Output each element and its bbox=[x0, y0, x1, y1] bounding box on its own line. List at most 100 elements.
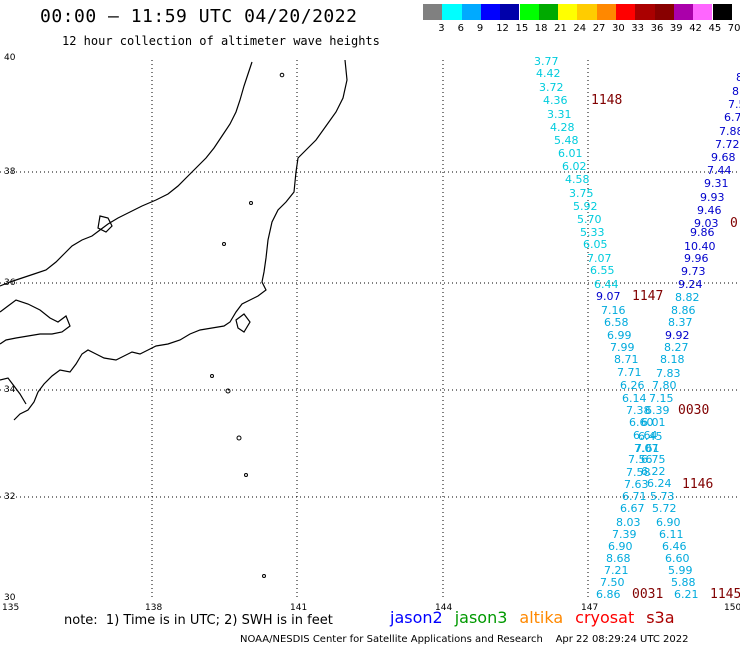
color-swatch bbox=[654, 4, 674, 20]
wave-height-label: 6.44 bbox=[594, 278, 619, 291]
wave-height-label: 10.40 bbox=[684, 240, 716, 253]
wave-height-label: 7.07 bbox=[634, 442, 659, 455]
wave-height-label: 7.21 bbox=[604, 564, 629, 577]
color-swatch bbox=[673, 4, 694, 20]
color-swatch bbox=[635, 4, 655, 20]
pass-time-label: 1147 bbox=[632, 289, 663, 304]
wave-height-label: 4.42 bbox=[536, 67, 561, 80]
wave-height-label: 8.86 bbox=[671, 304, 696, 317]
color-scale-label: 12 bbox=[496, 23, 509, 34]
wave-height-label: 7.88 bbox=[719, 125, 740, 138]
legend-jason2: jason2 bbox=[390, 608, 443, 627]
color-scale-label: 6 bbox=[457, 23, 464, 34]
wave-height-label: 3.77 bbox=[534, 55, 559, 68]
wave-height-label: 9.92 bbox=[665, 329, 690, 342]
pass-time-label: 0031 bbox=[632, 587, 663, 602]
wave-height-label: 6.45 bbox=[638, 430, 663, 443]
wave-height-label: 7.83 bbox=[656, 367, 681, 380]
note-text: note: 1) Time is in UTC; 2) SWH is in fe… bbox=[64, 613, 333, 628]
wave-height-label: 9.96 bbox=[684, 252, 709, 265]
wave-height-label: 6.02 bbox=[562, 160, 587, 173]
wave-height-label: 4.28 bbox=[550, 121, 575, 134]
wave-height-label: 6.22 bbox=[641, 465, 666, 478]
wave-height-label: 6.7 bbox=[724, 111, 740, 124]
page-title: 00:00 – 11:59 UTC 04/20/2022 bbox=[40, 6, 358, 27]
wave-height-label: 7.72 bbox=[715, 138, 740, 151]
wave-height-label: 8.71 bbox=[614, 353, 639, 366]
wave-height-label: 9.07 bbox=[596, 290, 621, 303]
coastline bbox=[0, 59, 348, 421]
wave-height-label: 8.37 bbox=[668, 316, 693, 329]
wave-height-label: 5.70 bbox=[577, 213, 602, 226]
wave-height-label: 7.71 bbox=[617, 366, 642, 379]
color-scale-label: 3 bbox=[438, 23, 445, 34]
wave-height-label: 6.11 bbox=[659, 528, 684, 541]
wave-height-label: 9.68 bbox=[711, 151, 736, 164]
lon-label: 138 bbox=[145, 603, 162, 613]
wave-height-label: 6.01 bbox=[641, 416, 666, 429]
wave-height-label: 8.27 bbox=[664, 341, 689, 354]
legend-altika: altika bbox=[519, 608, 564, 627]
wave-height-label: 9.46 bbox=[697, 204, 722, 217]
wave-height-label: 6.46 bbox=[662, 540, 687, 553]
wave-height-label: 5.92 bbox=[573, 200, 598, 213]
color-swatch bbox=[577, 4, 597, 20]
wave-height-label: 6.67 bbox=[620, 502, 645, 515]
wave-height-label: 5.73 bbox=[650, 490, 675, 503]
pass-time-label: 1145 bbox=[710, 587, 740, 602]
wave-height-label: 7.50 bbox=[600, 576, 625, 589]
wave-height-label: 7.16 bbox=[601, 304, 626, 317]
lat-label: 40 bbox=[4, 53, 16, 63]
color-scale-label: 42 bbox=[689, 23, 702, 34]
lat-label: 30 bbox=[4, 593, 16, 603]
page-subtitle: 12 hour collection of altimeter wave hei… bbox=[62, 34, 380, 48]
wave-height-label: 4.36 bbox=[543, 94, 568, 107]
lat-label: 36 bbox=[4, 278, 16, 288]
wave-height-label: 7.56 bbox=[628, 453, 653, 466]
lat-label: 34 bbox=[4, 385, 16, 395]
wave-height-label: 8.68 bbox=[606, 552, 631, 565]
legend-jason3: jason3 bbox=[454, 608, 508, 627]
wave-height-label: 7.61 bbox=[635, 442, 660, 455]
color-swatch bbox=[558, 4, 578, 20]
wave-height-label: 9.86 bbox=[690, 226, 715, 239]
pass-time-label: 1146 bbox=[682, 477, 713, 492]
lon-label: 147 bbox=[581, 603, 598, 613]
wave-height-label: 7.58 bbox=[626, 466, 651, 479]
color-swatch bbox=[693, 4, 713, 20]
wave-height-label: 7.38 bbox=[626, 404, 651, 417]
pass-time-label: 1148 bbox=[591, 93, 622, 108]
lon-label: 144 bbox=[435, 603, 452, 613]
legend-cryosat: cryosat bbox=[575, 608, 635, 627]
color-scale-label: 24 bbox=[573, 23, 587, 34]
color-swatch bbox=[480, 4, 501, 20]
wave-height-label: 7.15 bbox=[649, 392, 674, 405]
wave-height-label: 7.80 bbox=[652, 379, 677, 392]
color-scale-label: 15 bbox=[515, 23, 529, 34]
lat-label: 32 bbox=[4, 492, 15, 502]
wave-height-label: 6.64 bbox=[633, 429, 658, 442]
wave-height-label: 5.48 bbox=[554, 134, 579, 147]
wave-height-label: 7.5 bbox=[728, 98, 740, 111]
wave-height-label: 6.58 bbox=[604, 316, 629, 329]
wave-height-label: 7.44 bbox=[707, 164, 732, 177]
color-scale-label: 33 bbox=[631, 23, 645, 34]
wave-height-label: 4.58 bbox=[565, 173, 590, 186]
wave-height-label: 5.99 bbox=[668, 564, 693, 577]
pass-time-label: 0 bbox=[730, 216, 738, 231]
color-scale-label: 45 bbox=[708, 23, 722, 34]
color-swatch bbox=[500, 4, 520, 20]
wave-height-label: 8 bbox=[736, 71, 740, 84]
color-scale-label: 27 bbox=[592, 23, 606, 34]
wave-height-label: 8.03 bbox=[616, 516, 641, 529]
wave-height-label: 6.60 bbox=[665, 552, 690, 565]
wave-height-label: 6.26 bbox=[620, 379, 645, 392]
wave-height-label: 9.73 bbox=[681, 265, 706, 278]
lon-label: 150 bbox=[724, 603, 740, 613]
wave-height-label: 3.75 bbox=[569, 187, 594, 200]
wave-height-label: 6.39 bbox=[645, 404, 670, 417]
wave-height-label: 9.31 bbox=[704, 177, 729, 190]
color-swatch bbox=[461, 4, 481, 20]
wave-height-label: 7.99 bbox=[610, 341, 635, 354]
